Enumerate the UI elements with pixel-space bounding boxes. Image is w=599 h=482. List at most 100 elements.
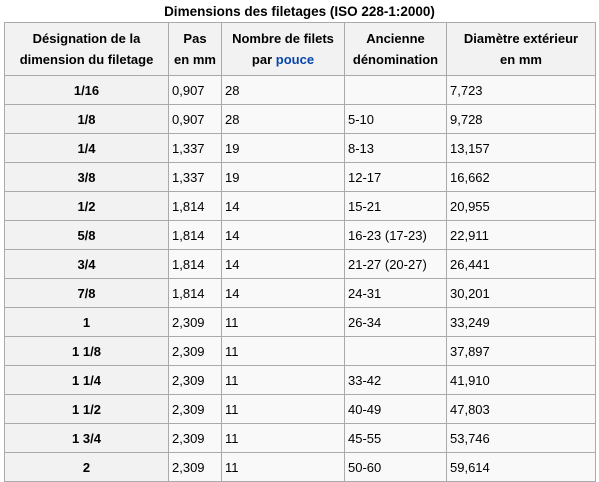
cell-designation: 3/4 [4,249,169,279]
cell-filets: 11 [221,452,345,482]
table-row: 1 2,309 11 26-34 33,249 [4,307,596,337]
cell-filets: 28 [221,75,345,105]
cell-ancienne: 26-34 [344,307,447,337]
cell-pas: 2,309 [168,423,222,453]
cell-pas: 1,337 [168,133,222,163]
cell-designation: 1 1/2 [4,394,169,424]
thread-dimensions-table: Désignation de la dimension du filetage … [4,22,596,482]
cell-designation: 1/8 [4,104,169,134]
header-ancienne-line2: dénomination [352,52,439,67]
cell-filets: 19 [221,162,345,192]
cell-ancienne: 21-27 (20-27) [344,249,447,279]
cell-diametre: 59,614 [446,452,596,482]
header-pas-line2: en mm [174,52,216,67]
cell-designation: 1 1/4 [4,365,169,395]
table-header: Désignation de la dimension du filetage … [4,22,596,76]
cell-ancienne: 45-55 [344,423,447,453]
cell-pas: 2,309 [168,307,222,337]
cell-filets: 11 [221,423,345,453]
table-row: 3/4 1,814 14 21-27 (20-27) 26,441 [4,249,596,279]
cell-designation: 7/8 [4,278,169,308]
table-row: 1/8 0,907 28 5-10 9,728 [4,104,596,134]
cell-pas: 2,309 [168,336,222,366]
cell-ancienne: 16-23 (17-23) [344,220,447,250]
cell-filets: 14 [221,278,345,308]
header-filets-line1: Nombre de filets [232,31,334,46]
cell-diametre: 37,897 [446,336,596,366]
cell-designation: 1 [4,307,169,337]
cell-filets: 11 [221,336,345,366]
cell-ancienne [344,336,447,366]
header-filets: Nombre de filets par pouce [221,22,345,76]
cell-designation: 1 1/8 [4,336,169,366]
cell-filets: 11 [221,394,345,424]
cell-designation: 5/8 [4,220,169,250]
cell-ancienne: 12-17 [344,162,447,192]
header-diametre-line1: Diamètre extérieur [463,31,579,46]
cell-diametre: 20,955 [446,191,596,221]
cell-designation: 1/4 [4,133,169,163]
cell-filets: 11 [221,365,345,395]
cell-filets: 14 [221,220,345,250]
cell-filets: 11 [221,307,345,337]
cell-diametre: 22,911 [446,220,596,250]
header-pas: Pas en mm [168,22,222,76]
cell-designation: 2 [4,452,169,482]
cell-designation: 3/8 [4,162,169,192]
header-designation-line2: dimension du filetage [19,52,154,67]
cell-diametre: 26,441 [446,249,596,279]
cell-designation: 1/16 [4,75,169,105]
header-ancienne-line1: Ancienne [366,31,425,46]
table-row: 1 1/4 2,309 11 33-42 41,910 [4,365,596,395]
pouce-link[interactable]: pouce [275,52,315,67]
cell-diametre: 33,249 [446,307,596,337]
header-diametre-line2: en mm [500,52,542,67]
cell-pas: 2,309 [168,394,222,424]
cell-diametre: 53,746 [446,423,596,453]
cell-pas: 1,814 [168,249,222,279]
cell-pas: 2,309 [168,452,222,482]
table-row: 3/8 1,337 19 12-17 16,662 [4,162,596,192]
header-designation: Désignation de la dimension du filetage [4,22,169,76]
cell-pas: 1,337 [168,162,222,192]
table-row: 1 1/2 2,309 11 40-49 47,803 [4,394,596,424]
header-ancienne: Ancienne dénomination [344,22,447,76]
cell-ancienne: 24-31 [344,278,447,308]
cell-diametre: 30,201 [446,278,596,308]
header-row: Désignation de la dimension du filetage … [4,22,596,76]
cell-diametre: 16,662 [446,162,596,192]
cell-ancienne: 40-49 [344,394,447,424]
cell-filets: 28 [221,104,345,134]
cell-diametre: 47,803 [446,394,596,424]
header-designation-line1: Désignation de la [32,31,141,46]
cell-designation: 1/2 [4,191,169,221]
table-row: 1/4 1,337 19 8-13 13,157 [4,133,596,163]
cell-pas: 0,907 [168,104,222,134]
table-row: 7/8 1,814 14 24-31 30,201 [4,278,596,308]
cell-diametre: 9,728 [446,104,596,134]
cell-designation: 1 3/4 [4,423,169,453]
thread-dimensions-table-wrapper: Dimensions des filetages (ISO 228-1:2000… [4,0,596,482]
cell-pas: 1,814 [168,278,222,308]
table-caption: Dimensions des filetages (ISO 228-1:2000… [164,4,435,19]
cell-ancienne: 15-21 [344,191,447,221]
header-diametre: Diamètre extérieur en mm [446,22,596,76]
cell-ancienne: 5-10 [344,104,447,134]
cell-pas: 0,907 [168,75,222,105]
cell-ancienne: 50-60 [344,452,447,482]
cell-filets: 19 [221,133,345,163]
table-row: 2 2,309 11 50-60 59,614 [4,452,596,482]
cell-pas: 2,309 [168,365,222,395]
cell-ancienne: 8-13 [344,133,447,163]
header-pas-line1: Pas [183,31,207,46]
table-row: 1/16 0,907 28 7,723 [4,75,596,105]
cell-pas: 1,814 [168,191,222,221]
cell-filets: 14 [221,191,345,221]
cell-ancienne: 33-42 [344,365,447,395]
cell-pas: 1,814 [168,220,222,250]
cell-filets: 14 [221,249,345,279]
cell-diametre: 7,723 [446,75,596,105]
header-filets-line2-prefix: par [251,52,276,67]
table-row: 5/8 1,814 14 16-23 (17-23) 22,911 [4,220,596,250]
table-body: 1/16 0,907 28 7,723 1/8 0,907 28 5-10 9,… [4,75,596,482]
